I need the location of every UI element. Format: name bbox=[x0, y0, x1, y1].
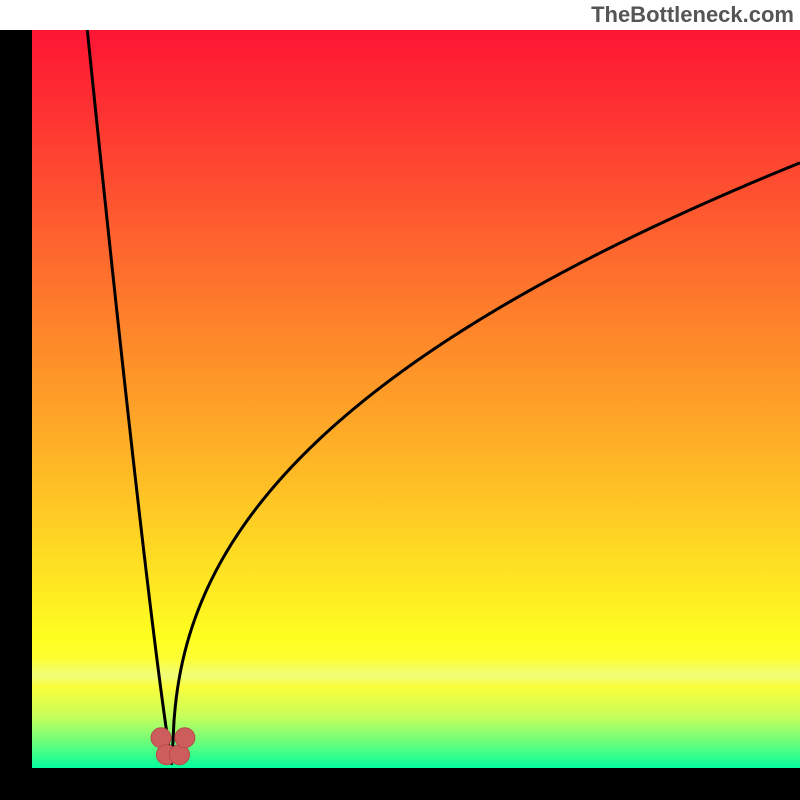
chart-container: TheBottleneck.com bbox=[0, 0, 800, 800]
frame-bottom bbox=[0, 768, 800, 800]
watermark-text: TheBottleneck.com bbox=[591, 2, 794, 28]
frame-left bbox=[0, 30, 32, 800]
trough-marker bbox=[175, 728, 195, 748]
plot-background bbox=[32, 30, 800, 768]
bottleneck-curve-chart bbox=[0, 0, 800, 800]
